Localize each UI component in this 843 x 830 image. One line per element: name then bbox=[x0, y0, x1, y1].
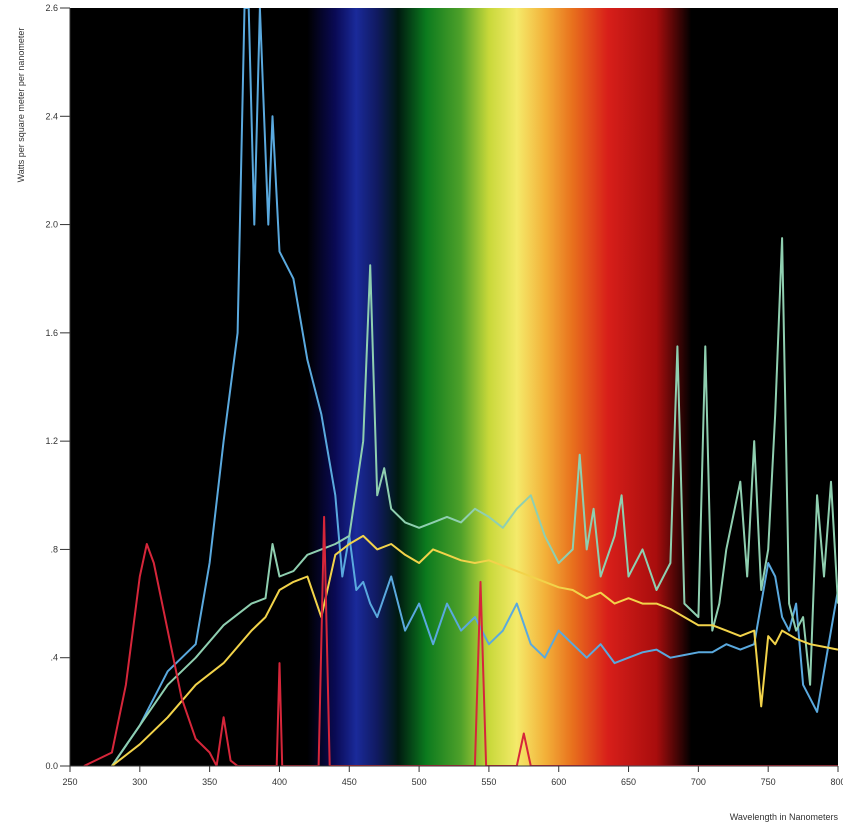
x-tick-label: 750 bbox=[761, 777, 776, 787]
x-tick-label: 550 bbox=[481, 777, 496, 787]
axes-layer: 250 300 350 400 450 500 550 600 650 700 750 800 0.0.… bbox=[45, 3, 843, 787]
y-tick-label: .8 bbox=[50, 544, 58, 554]
x-tick-label: 600 bbox=[551, 777, 566, 787]
y-tick-label: 1.6 bbox=[45, 328, 58, 338]
x-tick-label: 450 bbox=[342, 777, 357, 787]
y-tick-label: .4 bbox=[50, 653, 58, 663]
y-tick-label: 2.4 bbox=[45, 111, 58, 121]
y-axis-title: Watts per square meter per nanometer bbox=[16, 28, 26, 183]
x-tick-label: 800 bbox=[830, 777, 843, 787]
x-tick-label: 650 bbox=[621, 777, 636, 787]
x-tick-label: 300 bbox=[132, 777, 147, 787]
x-axis-title: Wavelength in Nanometers bbox=[730, 812, 839, 822]
x-tick-label: 700 bbox=[691, 777, 706, 787]
y-tick-label: 1.2 bbox=[45, 436, 58, 446]
series-layer bbox=[83, 8, 838, 766]
series-line-2 bbox=[111, 237, 838, 766]
x-tick-label: 250 bbox=[62, 777, 77, 787]
x-tick-label: 500 bbox=[412, 777, 427, 787]
series-line-3 bbox=[111, 534, 838, 766]
spectrum-background bbox=[70, 8, 838, 766]
x-tick-label: 400 bbox=[272, 777, 287, 787]
x-tick-label: 350 bbox=[202, 777, 217, 787]
series-line-4 bbox=[83, 515, 838, 766]
y-tick-label: 2.6 bbox=[45, 3, 58, 13]
y-tick-label: 2.0 bbox=[45, 220, 58, 230]
y-tick-label: 0.0 bbox=[45, 761, 58, 771]
